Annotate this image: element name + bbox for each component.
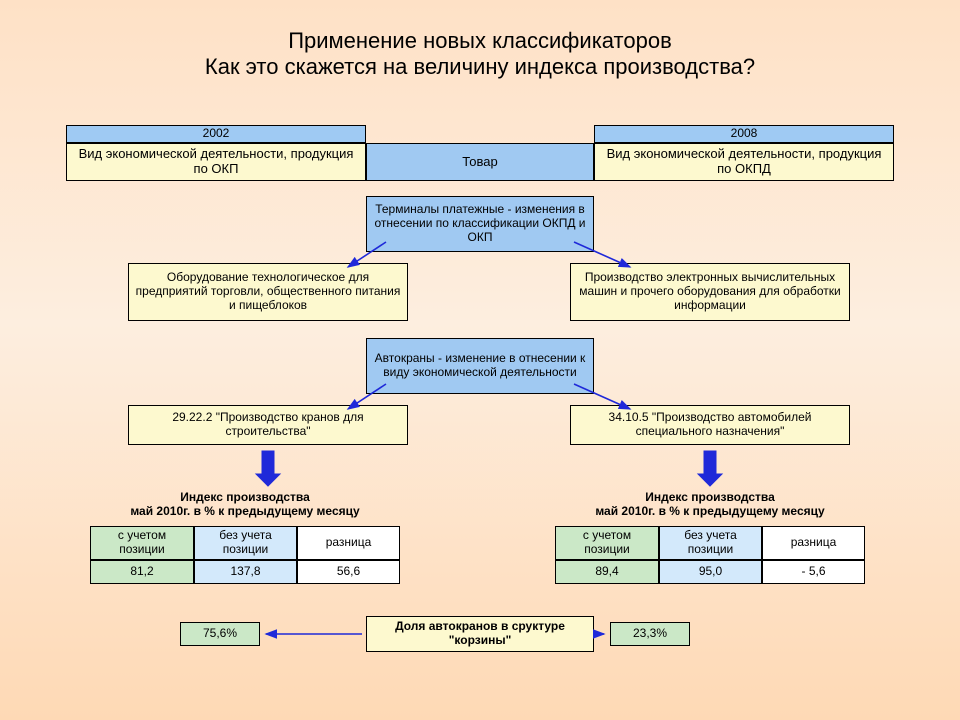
table-left-h3: разница <box>297 526 400 560</box>
terminals-box: Терминалы платежные - изменения в отнесе… <box>366 196 594 252</box>
table-right-v1: 89,4 <box>555 560 659 584</box>
autocranes-box: Автокраны - изменение в отнесении к виду… <box>366 338 594 394</box>
code-left-box: 29.22.2 "Производство кранов для строите… <box>128 405 408 445</box>
table-title-left: Индекс производства май 2010г. в % к пре… <box>90 490 400 524</box>
equipment-left-box: Оборудование технологическое для предпри… <box>128 263 408 321</box>
slide-root: Применение новых классификаторов Как это… <box>0 0 960 720</box>
slide-title: Применение новых классификаторов Как это… <box>0 28 960 80</box>
bottom-pct-right: 23,3% <box>610 622 690 646</box>
title-line2: Как это скажется на величину индекса про… <box>0 54 960 80</box>
table-right-h3: разница <box>762 526 865 560</box>
table-left-v3: 56,6 <box>297 560 400 584</box>
table-title-right: Индекс производства май 2010г. в % к пре… <box>555 490 865 524</box>
table-left-h2: без учета позиции <box>194 526 297 560</box>
table-left-v1: 81,2 <box>90 560 194 584</box>
table-left-v2: 137,8 <box>194 560 297 584</box>
electronics-right-box: Производство электронных вычислительных … <box>570 263 850 321</box>
code-right-box: 34.10.5 "Производство автомобилей специа… <box>570 405 850 445</box>
bottom-pct-left: 75,6% <box>180 622 260 646</box>
desc-center: Товар <box>366 143 594 181</box>
table-right-h2: без учета позиции <box>659 526 762 560</box>
desc-right: Вид экономической деятельности, продукци… <box>594 143 894 181</box>
table-right-h1: с учетом позиции <box>555 526 659 560</box>
desc-left: Вид экономической деятельности, продукци… <box>66 143 366 181</box>
year-left-header: 2002 <box>66 125 366 143</box>
table-right-v2: 95,0 <box>659 560 762 584</box>
table-left-h1: с учетом позиции <box>90 526 194 560</box>
bottom-center: Доля автокранов в сруктуре "корзины" <box>366 616 594 652</box>
year-right-header: 2008 <box>594 125 894 143</box>
title-line1: Применение новых классификаторов <box>0 28 960 54</box>
table-right-v3: - 5,6 <box>762 560 865 584</box>
